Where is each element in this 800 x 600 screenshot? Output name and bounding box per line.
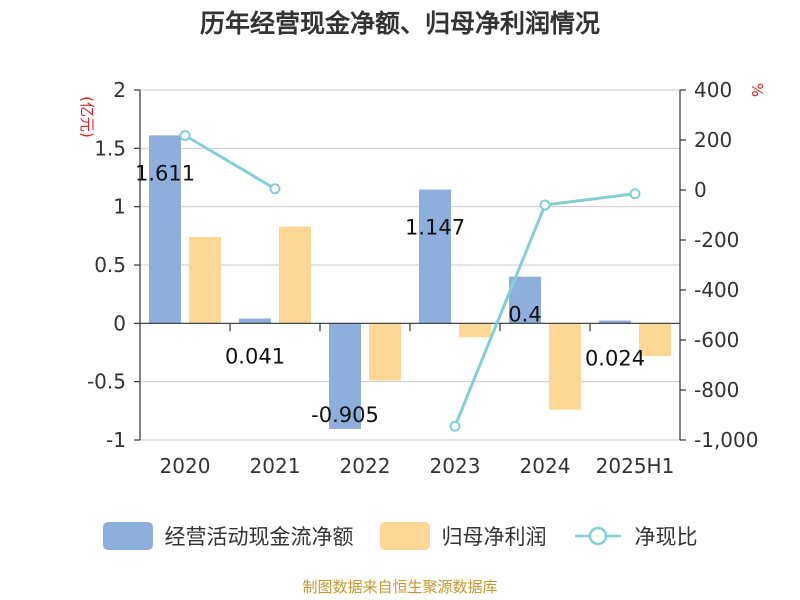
left-axis-unit-label: (亿元) [78,96,96,138]
x-axis-label-2024: 2024 [520,454,571,478]
legend-item-ratio[interactable]: 净现比 [573,521,698,551]
bar-cash-2021 [239,318,271,324]
bar-profit-2024 [549,323,581,410]
right-axis-tick-label: -1,000 [694,428,758,452]
chart-plot: (亿元) % -1 -0.5 0 0.5 1 1.5 2 -1,000 -800 -600 -400… [78,78,766,478]
left-axis-tick-label: 2 [113,78,126,102]
source-note: 制图数据来自恒生聚源数据库 [302,578,498,596]
data-label-cash-2020: 1.611 [135,161,195,185]
bar-cash-2023 [419,189,451,324]
legend-swatch-cash [102,522,153,550]
legend-label-cash: 经营活动现金流净额 [164,525,354,549]
data-label-cash-2021: 0.041 [225,345,285,369]
line-ratio-segment [184,134,276,191]
legend-item-cash[interactable]: 经营活动现金流净额 [102,521,354,551]
x-axis-label-2023: 2023 [430,454,481,478]
right-axis-tick-label: -800 [694,378,739,402]
legend: 经营活动现金流净额 归母净利润 净现比 [0,516,800,556]
x-axis-label-2021: 2021 [250,454,301,478]
right-axis-tick-label: -200 [694,228,739,252]
right-axis-tick-label: -600 [694,328,739,352]
bar-cash-2025H1 [599,320,631,324]
legend-label-ratio: 净现比 [634,525,698,549]
point-ratio-2023 [449,420,461,432]
right-axis-unit-label: % [748,83,766,97]
legend-swatch-ratio [574,526,621,546]
point-ratio-2025H1 [629,188,641,200]
legend-item-profit[interactable]: 归母净利润 [379,521,547,551]
right-axis-tick-label: 0 [694,178,707,202]
x-axis-label-2020: 2020 [160,454,211,478]
left-axis-tick-label: 1 [113,195,126,219]
legend-label-profit: 归母净利润 [441,525,547,549]
right-axis-tick-label: 400 [694,78,732,102]
left-axis-tick-label: -0.5 [87,370,126,394]
x-axis-label-2025H1: 2025H1 [596,454,675,478]
bar-profit-2020 [189,237,221,324]
chart-title: 历年经营现金净额、归母净利润情况 [199,9,600,38]
left-axis-tick-label: 0 [113,311,126,335]
data-label-cash-2022: -0.905 [311,403,379,427]
data-label-cash-2025H1: 0.024 [585,347,645,371]
bar-profit-2022 [369,323,401,381]
bar-cash-2024 [509,276,541,324]
point-ratio-2020 [179,130,191,141]
legend-swatch-profit [379,522,430,550]
x-axis-label-2022: 2022 [340,454,391,478]
left-axis-tick-label: 1.5 [94,136,126,160]
data-label-cash-2023: 1.147 [405,216,465,240]
data-label-cash-2024: 0.4 [508,303,541,327]
left-axis-tick-label: -1 [106,428,126,452]
point-ratio-2021 [269,183,281,195]
bar-profit-2021 [279,226,311,324]
point-ratio-2024 [539,199,551,211]
bar-profit-2025H1 [639,323,671,356]
right-axis-tick-label: -400 [694,278,739,302]
bar-cash-2022 [329,323,361,429]
right-axis-tick-label: 200 [694,128,732,152]
bar-cash-2020 [149,135,181,324]
bar-profit-2023 [459,323,491,338]
left-axis-tick-label: 0.5 [94,253,126,277]
line-ratio-segment [453,192,636,427]
